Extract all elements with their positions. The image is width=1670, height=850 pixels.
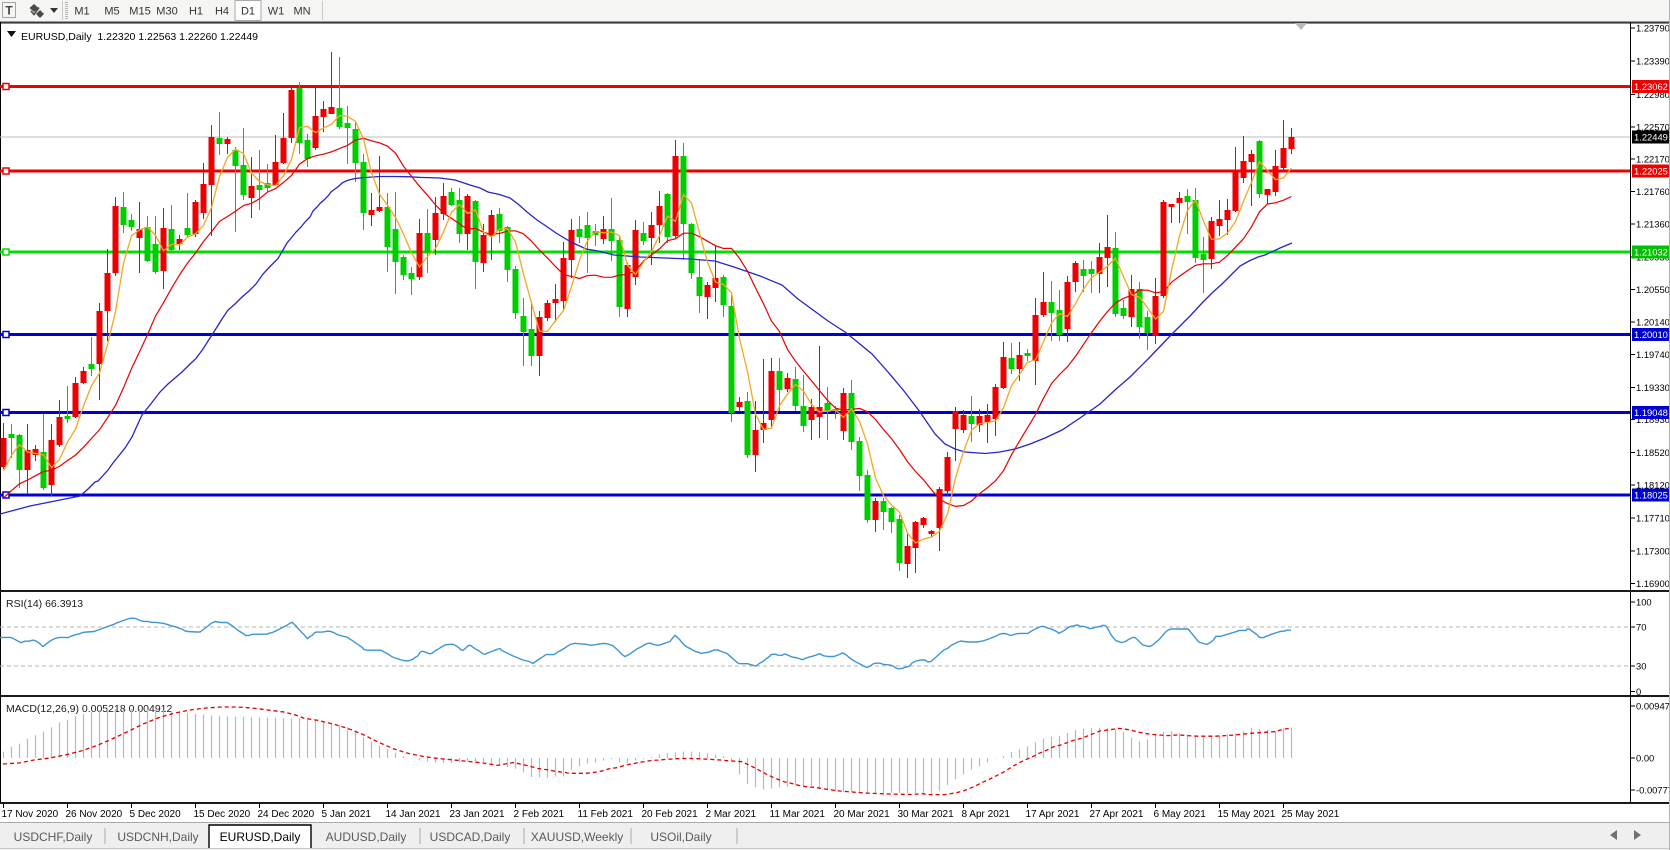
svg-text:1.19740: 1.19740: [1636, 349, 1670, 360]
svg-text:T: T: [5, 4, 13, 18]
svg-text:26 Nov 2020: 26 Nov 2020: [66, 809, 123, 820]
svg-text:H1: H1: [189, 6, 203, 18]
svg-text:RSI(14) 66.3913: RSI(14) 66.3913: [6, 598, 83, 610]
svg-text:1.17710: 1.17710: [1636, 513, 1670, 524]
svg-text:1.20010: 1.20010: [1634, 329, 1668, 340]
svg-text:1.22170: 1.22170: [1636, 154, 1670, 165]
svg-text:1.22025: 1.22025: [1634, 166, 1668, 177]
svg-text:11 Mar 2021: 11 Mar 2021: [770, 809, 826, 820]
svg-text:20 Mar 2021: 20 Mar 2021: [834, 809, 891, 820]
svg-text:H4: H4: [215, 6, 229, 18]
svg-text:-0.007778: -0.007778: [1636, 785, 1670, 796]
svg-text:0.009478: 0.009478: [1636, 701, 1670, 712]
svg-text:1.21360: 1.21360: [1636, 219, 1670, 230]
svg-text:2 Feb 2021: 2 Feb 2021: [514, 809, 565, 820]
svg-text:1.16900: 1.16900: [1636, 578, 1670, 589]
svg-text:15 May 2021: 15 May 2021: [1218, 809, 1276, 820]
svg-text:20 Feb 2021: 20 Feb 2021: [642, 809, 699, 820]
svg-text:1.18120: 1.18120: [1636, 480, 1670, 491]
svg-text:15 Dec 2020: 15 Dec 2020: [194, 809, 251, 820]
svg-text:0.00: 0.00: [1636, 753, 1654, 764]
svg-text:EURUSD,Daily: EURUSD,Daily: [220, 830, 301, 844]
svg-text:0: 0: [1636, 686, 1641, 697]
svg-text:25 May 2021: 25 May 2021: [1282, 809, 1340, 820]
svg-text:70: 70: [1636, 622, 1646, 633]
svg-text:MN: MN: [293, 6, 310, 18]
svg-text:17 Apr 2021: 17 Apr 2021: [1026, 809, 1080, 820]
svg-text:17 Nov 2020: 17 Nov 2020: [2, 809, 59, 820]
svg-text:6 May 2021: 6 May 2021: [1154, 809, 1207, 820]
svg-text:30: 30: [1636, 661, 1646, 672]
svg-text:1.23390: 1.23390: [1636, 56, 1670, 67]
svg-text:1.21032: 1.21032: [1634, 247, 1668, 258]
svg-text:1.17300: 1.17300: [1636, 546, 1670, 557]
svg-text:M1: M1: [74, 6, 89, 18]
svg-text:USDCAD,Daily: USDCAD,Daily: [430, 830, 511, 844]
svg-text:8 Apr 2021: 8 Apr 2021: [962, 809, 1011, 820]
svg-text:1.22449: 1.22449: [1634, 132, 1668, 143]
svg-text:1.22980: 1.22980: [1636, 89, 1670, 100]
svg-text:1.18520: 1.18520: [1636, 447, 1670, 458]
svg-text:2 Mar 2021: 2 Mar 2021: [706, 809, 757, 820]
svg-text:M5: M5: [104, 6, 119, 18]
svg-text:1.19048: 1.19048: [1634, 407, 1668, 418]
svg-text:1.23790: 1.23790: [1636, 23, 1670, 34]
svg-text:1.18025: 1.18025: [1634, 490, 1668, 501]
svg-text:W1: W1: [268, 6, 285, 18]
svg-text:USDCHF,Daily: USDCHF,Daily: [14, 830, 93, 844]
svg-text:1.21760: 1.21760: [1636, 186, 1670, 197]
svg-text:27 Apr 2021: 27 Apr 2021: [1090, 809, 1144, 820]
svg-text:1.23062: 1.23062: [1634, 81, 1668, 92]
svg-text:USOil,Daily: USOil,Daily: [650, 830, 711, 844]
svg-text:14 Jan 2021: 14 Jan 2021: [386, 809, 441, 820]
svg-text:5 Jan 2021: 5 Jan 2021: [322, 809, 372, 820]
svg-text:MACD(12,26,9) 0.005218 0.00491: MACD(12,26,9) 0.005218 0.004912: [6, 703, 173, 715]
svg-text:11 Feb 2021: 11 Feb 2021: [578, 809, 634, 820]
svg-text:1.20140: 1.20140: [1636, 317, 1670, 328]
svg-text:M30: M30: [156, 6, 177, 18]
svg-text:5 Dec 2020: 5 Dec 2020: [130, 809, 182, 820]
svg-text:USDCNH,Daily: USDCNH,Daily: [117, 830, 198, 844]
svg-text:100: 100: [1636, 597, 1652, 608]
svg-text:30 Mar 2021: 30 Mar 2021: [898, 809, 955, 820]
svg-text:1.18930: 1.18930: [1636, 414, 1670, 425]
svg-text:1.22570: 1.22570: [1636, 122, 1670, 133]
svg-text:23 Jan 2021: 23 Jan 2021: [450, 809, 505, 820]
svg-text:XAUUSD,Weekly: XAUUSD,Weekly: [531, 830, 623, 844]
svg-text:M15: M15: [129, 6, 150, 18]
svg-text:1.19330: 1.19330: [1636, 382, 1670, 393]
svg-text:1.20550: 1.20550: [1636, 284, 1670, 295]
svg-text:EURUSD,Daily 1.22320 1.22563: EURUSD,Daily 1.22320 1.22563 1.22260 1.2…: [21, 31, 258, 43]
svg-text:24 Dec 2020: 24 Dec 2020: [258, 809, 315, 820]
svg-text:D1: D1: [241, 6, 255, 18]
svg-text:AUDUSD,Daily: AUDUSD,Daily: [326, 830, 407, 844]
